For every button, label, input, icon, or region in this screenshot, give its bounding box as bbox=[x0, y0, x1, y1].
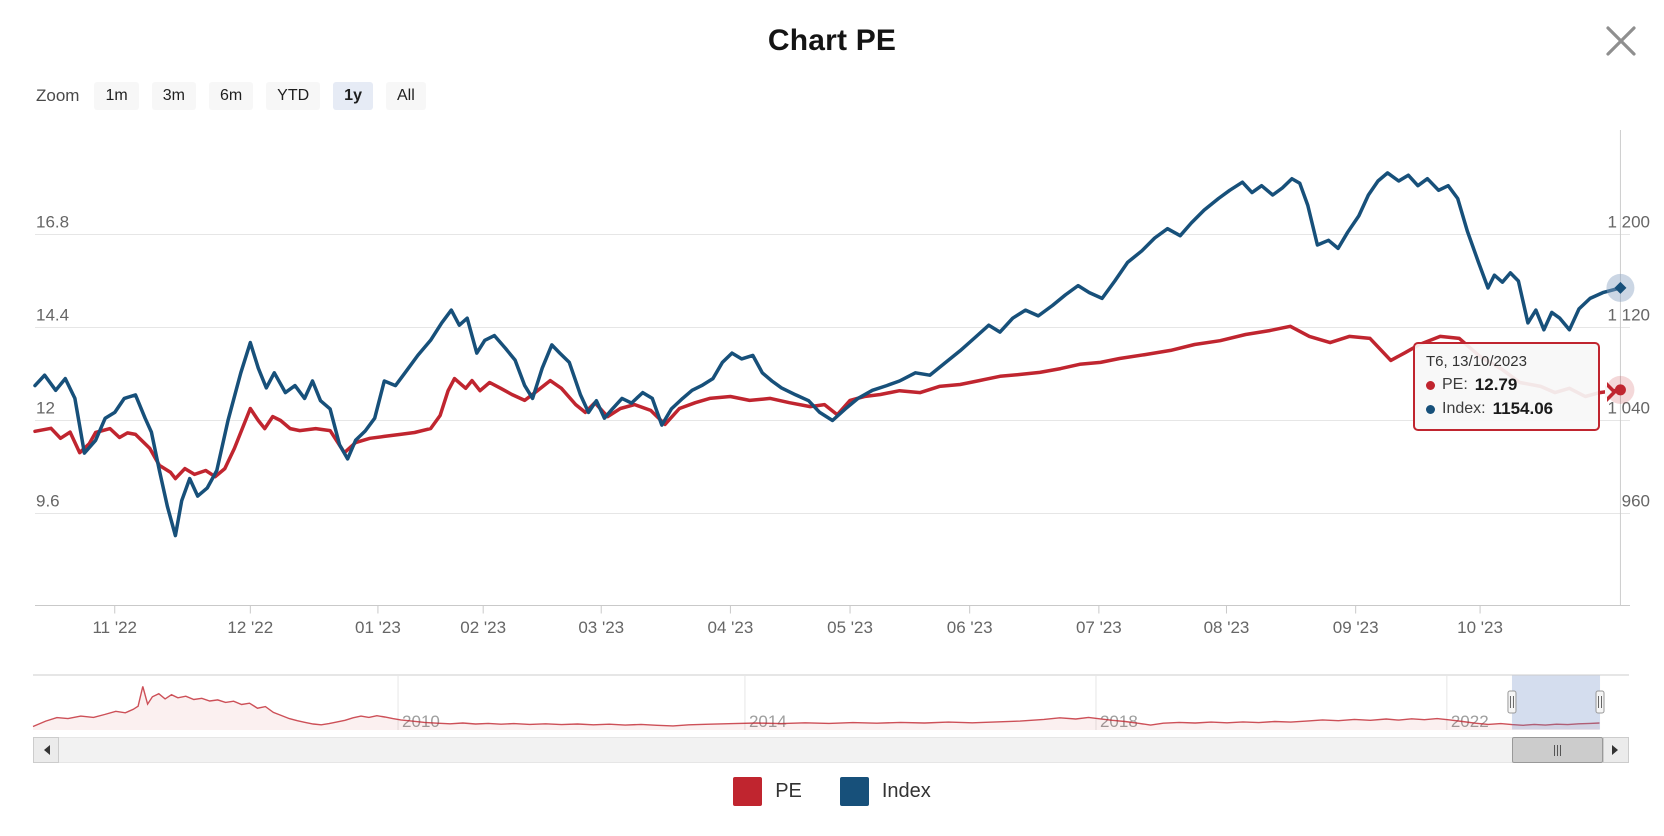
scrollbar-thumb[interactable] bbox=[1512, 737, 1603, 763]
navigator-area-fill bbox=[33, 686, 1600, 730]
right-axis-label: 1 200 bbox=[1607, 213, 1650, 232]
left-axis-label: 12 bbox=[36, 399, 55, 418]
scrollbar-grip-icon bbox=[1557, 744, 1558, 756]
range-selector: Zoom 1m 3m 6m YTD 1y All bbox=[36, 82, 426, 110]
x-axis-label: 04 '23 bbox=[708, 618, 754, 637]
index-swatch-icon bbox=[839, 776, 869, 806]
scroll-right-icon bbox=[1612, 745, 1623, 755]
zoom-button-6m[interactable]: 6m bbox=[208, 82, 254, 110]
tooltip-pe-value: 12.79 bbox=[1474, 375, 1518, 394]
tooltip-row-pe: PE: 12.79 bbox=[1426, 375, 1587, 395]
left-axis-label: 14.4 bbox=[36, 306, 69, 325]
navigator-right-handle[interactable] bbox=[1595, 690, 1605, 714]
scrollbar-track[interactable] bbox=[33, 737, 1629, 763]
chart-legend: PE Index bbox=[0, 773, 1664, 809]
index-series-bullet-icon bbox=[1426, 404, 1435, 414]
right-axis-label: 1 040 bbox=[1607, 399, 1650, 418]
x-axis-label: 08 '23 bbox=[1204, 618, 1250, 637]
x-axis-label: 05 '23 bbox=[827, 618, 873, 637]
x-axis-label: 06 '23 bbox=[947, 618, 993, 637]
legend-index-label: Index bbox=[881, 779, 931, 802]
navigator-left-handle[interactable] bbox=[1507, 690, 1517, 714]
x-axis-label: 03 '23 bbox=[578, 618, 624, 637]
series-line-index bbox=[33, 171, 1623, 538]
close-button[interactable] bbox=[1600, 20, 1642, 62]
navigator-series-line bbox=[32, 686, 1600, 728]
navigator-year-label: 2014 bbox=[749, 712, 787, 731]
page-title: Chart PE bbox=[767, 24, 897, 57]
index-marker-icon bbox=[1614, 281, 1627, 294]
tooltip-pe-label: PE: bbox=[1442, 376, 1468, 393]
right-axis-label: 960 bbox=[1622, 492, 1650, 511]
series-line-pe bbox=[33, 324, 1623, 481]
x-axis-label: 12 '22 bbox=[227, 618, 273, 637]
tooltip-index-label: Index: bbox=[1442, 400, 1486, 417]
tooltip-callout-arrow bbox=[1607, 382, 1617, 402]
legend-item-index[interactable]: Index bbox=[839, 776, 931, 806]
tooltip-index-value: 1154.06 bbox=[1492, 399, 1554, 418]
pe-marker-icon bbox=[1614, 384, 1626, 396]
x-axis-label: 10 '23 bbox=[1457, 618, 1503, 637]
close-icon bbox=[1606, 26, 1636, 56]
x-axis-label: 02 '23 bbox=[460, 618, 506, 637]
legend-item-pe[interactable]: PE bbox=[733, 776, 802, 806]
zoom-button-3m[interactable]: 3m bbox=[151, 82, 196, 110]
zoom-button-ytd[interactable]: YTD bbox=[266, 82, 321, 110]
left-axis-label: 16.8 bbox=[36, 213, 69, 232]
tooltip-row-index: Index: 1154.06 bbox=[1426, 399, 1587, 419]
tooltip-date: T6, 13/10/2023 bbox=[1426, 353, 1527, 370]
scrollbar-right-button[interactable] bbox=[1603, 737, 1629, 763]
tooltip-callout-arrow-fill bbox=[1605, 385, 1612, 399]
left-axis-label: 9.6 bbox=[36, 492, 60, 511]
x-axis-label: 07 '23 bbox=[1076, 618, 1122, 637]
zoom-button-1m[interactable]: 1m bbox=[94, 82, 139, 110]
chart-tooltip: T6, 13/10/2023 PE: 12.79 Index: 1154.06 bbox=[1413, 342, 1617, 431]
legend-pe-label: PE bbox=[775, 779, 802, 802]
navigator-selected-range[interactable] bbox=[1511, 675, 1601, 730]
zoom-button-all[interactable]: All bbox=[385, 82, 426, 110]
x-axis-label: 11 '22 bbox=[92, 618, 137, 637]
navigator-year-label: 2022 bbox=[1451, 712, 1489, 731]
zoom-button-1y[interactable]: 1y bbox=[333, 82, 373, 110]
zoom-label: Zoom bbox=[36, 86, 80, 105]
scroll-left-icon bbox=[39, 745, 50, 755]
pe-series-bullet-icon bbox=[1426, 380, 1435, 390]
scrollbar-left-button[interactable] bbox=[33, 737, 59, 763]
right-axis-label: 1 120 bbox=[1607, 306, 1650, 325]
pe-swatch-icon bbox=[733, 776, 763, 806]
x-axis-label: 09 '23 bbox=[1333, 618, 1379, 637]
x-axis-label: 01 '23 bbox=[355, 618, 401, 637]
chart-plot-area[interactable]: 16.8 14.4 12 9.6 1 200 1 120 1 040 960 11 '22 12 … bbox=[0, 0, 1664, 772]
